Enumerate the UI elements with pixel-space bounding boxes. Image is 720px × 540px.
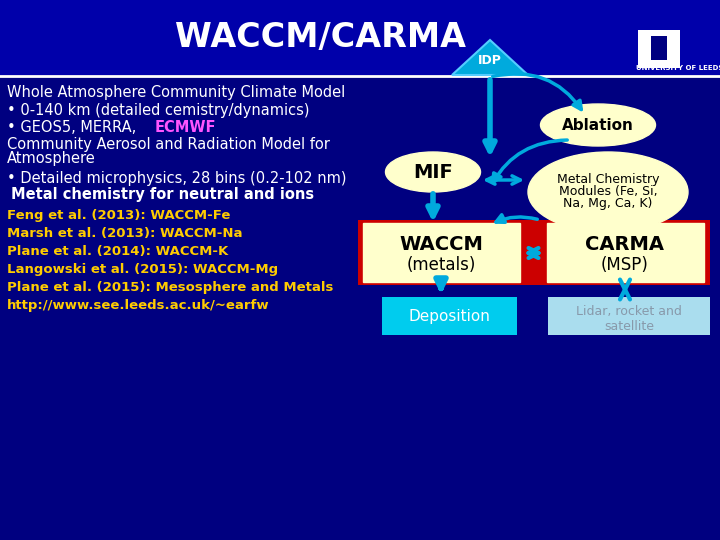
Text: WACCM: WACCM (399, 235, 483, 254)
Ellipse shape (385, 152, 480, 192)
Text: Plane et al. (2015): Mesosphere and Metals: Plane et al. (2015): Mesosphere and Meta… (7, 280, 333, 294)
Text: (metals): (metals) (406, 256, 476, 274)
Text: http://www.see.leeds.ac.uk/~earfw: http://www.see.leeds.ac.uk/~earfw (7, 299, 269, 312)
Text: Whole Atmosphere Community Climate Model: Whole Atmosphere Community Climate Model (7, 84, 346, 99)
Text: Modules (Fe, Si,: Modules (Fe, Si, (559, 186, 657, 199)
Text: Na, Mg, Ca, K): Na, Mg, Ca, K) (563, 198, 653, 211)
Polygon shape (452, 40, 528, 75)
Text: Plane et al. (2014): WACCM-K: Plane et al. (2014): WACCM-K (7, 245, 228, 258)
FancyBboxPatch shape (0, 0, 720, 75)
Text: Atmosphere: Atmosphere (7, 152, 96, 166)
Ellipse shape (528, 152, 688, 232)
FancyBboxPatch shape (382, 297, 517, 335)
Text: Lidar, rocket and: Lidar, rocket and (576, 306, 682, 319)
Text: Metal chemistry for neutral and ions: Metal chemistry for neutral and ions (11, 187, 314, 202)
Text: ECMWF: ECMWF (155, 119, 217, 134)
Text: CARMA: CARMA (585, 235, 665, 254)
Text: Marsh et al. (2013): WACCM-Na: Marsh et al. (2013): WACCM-Na (7, 226, 243, 240)
Text: Ablation: Ablation (562, 118, 634, 132)
Text: Feng et al. (2013): WACCM-Fe: Feng et al. (2013): WACCM-Fe (7, 208, 230, 221)
FancyBboxPatch shape (547, 223, 704, 282)
Text: (MSP): (MSP) (601, 256, 649, 274)
FancyBboxPatch shape (358, 220, 710, 285)
FancyBboxPatch shape (651, 36, 667, 60)
Text: Community Aerosol and Radiation Model for: Community Aerosol and Radiation Model fo… (7, 137, 330, 152)
FancyBboxPatch shape (638, 30, 680, 68)
Text: satellite: satellite (604, 321, 654, 334)
Text: • Detailed microphysics, 28 bins (0.2-102 nm): • Detailed microphysics, 28 bins (0.2-10… (7, 171, 346, 186)
Text: WACCM/CARMA: WACCM/CARMA (174, 22, 466, 55)
Text: IDP: IDP (478, 55, 502, 68)
FancyBboxPatch shape (363, 223, 520, 282)
Text: Langowski et al. (2015): WACCM-Mg: Langowski et al. (2015): WACCM-Mg (7, 262, 278, 275)
Text: Metal Chemistry: Metal Chemistry (557, 173, 660, 186)
Text: MIF: MIF (413, 163, 453, 181)
FancyBboxPatch shape (548, 297, 710, 335)
Text: • GEOS5, MERRA,: • GEOS5, MERRA, (7, 119, 141, 134)
Text: Deposition: Deposition (408, 308, 490, 323)
Text: • 0-140 km (detailed cemistry/dynamics): • 0-140 km (detailed cemistry/dynamics) (7, 103, 310, 118)
Ellipse shape (541, 104, 655, 146)
Text: UNIVERSITY OF LEEDS: UNIVERSITY OF LEEDS (636, 65, 720, 71)
